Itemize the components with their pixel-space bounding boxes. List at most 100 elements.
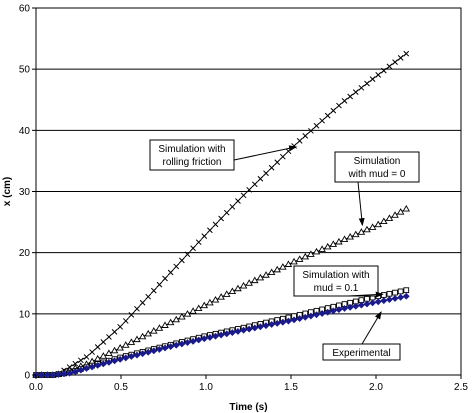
data-point bbox=[71, 368, 79, 376]
data-point bbox=[290, 316, 298, 324]
data-point bbox=[128, 312, 135, 318]
data-point bbox=[144, 348, 152, 356]
data-point bbox=[352, 89, 359, 96]
data-point bbox=[144, 329, 152, 337]
data-point bbox=[116, 343, 124, 351]
data-point bbox=[319, 117, 325, 124]
data-point bbox=[212, 332, 219, 340]
data-point bbox=[335, 306, 343, 314]
y-tick-label: 20 bbox=[19, 248, 31, 259]
data-point bbox=[335, 237, 343, 245]
data-point bbox=[374, 220, 382, 228]
data-point bbox=[368, 223, 377, 230]
data-point bbox=[106, 334, 112, 340]
data-point bbox=[396, 208, 405, 215]
data-point bbox=[77, 366, 85, 374]
data-point bbox=[380, 217, 388, 225]
data-point bbox=[78, 357, 84, 364]
data-point bbox=[363, 300, 371, 308]
data-point bbox=[117, 323, 124, 330]
data-point bbox=[155, 324, 164, 331]
data-point bbox=[200, 335, 208, 343]
data-point bbox=[375, 71, 382, 78]
data-point bbox=[167, 343, 175, 351]
data-point bbox=[336, 102, 342, 109]
x-tick-label: 1.5 bbox=[284, 382, 298, 393]
data-point bbox=[386, 63, 393, 70]
series-triangle bbox=[32, 204, 411, 378]
data-point bbox=[228, 329, 236, 337]
data-point bbox=[301, 313, 309, 321]
data-point bbox=[268, 321, 276, 328]
data-point bbox=[312, 247, 321, 255]
data-point bbox=[178, 312, 186, 320]
data-point bbox=[66, 369, 74, 377]
data-point bbox=[150, 287, 157, 294]
data-point bbox=[358, 84, 365, 91]
data-point bbox=[364, 295, 370, 302]
data-point bbox=[167, 269, 174, 276]
data-point bbox=[386, 290, 393, 297]
data-point bbox=[183, 310, 192, 317]
data-point bbox=[307, 250, 315, 257]
annotation-callout: Simulation with mud = 0.1 bbox=[293, 265, 384, 298]
data-point bbox=[346, 233, 354, 240]
data-point bbox=[222, 290, 231, 297]
y-tick-label: 30 bbox=[19, 187, 31, 198]
data-point bbox=[240, 326, 247, 334]
data-point bbox=[155, 345, 163, 353]
data-point bbox=[55, 370, 62, 378]
data-point bbox=[161, 344, 169, 352]
data-point bbox=[83, 354, 90, 360]
x-tick-label: 1.0 bbox=[199, 382, 213, 393]
data-point bbox=[273, 319, 281, 327]
annotation-arrow bbox=[357, 181, 365, 227]
data-point bbox=[173, 263, 180, 270]
data-point bbox=[161, 321, 169, 328]
data-point bbox=[218, 215, 224, 222]
data-point bbox=[83, 364, 90, 372]
data-point bbox=[307, 312, 315, 320]
annotation-label: Experimental bbox=[332, 348, 390, 359]
data-point bbox=[324, 112, 331, 119]
data-point bbox=[138, 332, 147, 340]
data-point bbox=[391, 211, 399, 218]
data-point bbox=[391, 295, 399, 302]
data-point bbox=[133, 335, 141, 343]
data-point bbox=[134, 305, 140, 312]
data-point bbox=[341, 305, 348, 312]
data-point bbox=[200, 301, 209, 309]
data-point bbox=[127, 353, 135, 360]
annotation-callout: Experimental bbox=[322, 311, 401, 361]
data-point bbox=[172, 315, 181, 323]
data-point bbox=[194, 304, 203, 311]
data-point bbox=[380, 292, 387, 298]
x-tick-label: 2.5 bbox=[454, 382, 468, 393]
data-point bbox=[262, 322, 270, 330]
annotation-arrow bbox=[233, 145, 298, 161]
data-point bbox=[245, 325, 253, 333]
data-point bbox=[201, 233, 208, 240]
data-point bbox=[94, 344, 101, 350]
data-point bbox=[402, 204, 411, 212]
data-point bbox=[251, 324, 259, 332]
data-point bbox=[100, 339, 107, 345]
data-point bbox=[302, 132, 309, 139]
annotation-label: rolling friction bbox=[163, 157, 222, 168]
annotation-box bbox=[322, 343, 401, 361]
data-point bbox=[363, 225, 371, 233]
annotation-label: Simulation with bbox=[158, 144, 225, 155]
data-point bbox=[110, 346, 119, 354]
data-point bbox=[330, 107, 337, 114]
data-point bbox=[207, 227, 213, 234]
axes: 0 10 20 30 40 50 60 0.0 0.5 1.0 1.5 2.0 2.5 bbox=[19, 4, 469, 394]
data-point bbox=[235, 198, 241, 204]
annotations: Simulation with rolling friction Simulatio… bbox=[149, 139, 420, 361]
annotation-arrow bbox=[347, 291, 384, 298]
data-point bbox=[122, 318, 129, 324]
data-point bbox=[279, 263, 287, 270]
data-point bbox=[402, 292, 410, 300]
data-point bbox=[145, 293, 152, 300]
data-point bbox=[93, 354, 102, 362]
y-tick-label: 40 bbox=[19, 126, 31, 137]
